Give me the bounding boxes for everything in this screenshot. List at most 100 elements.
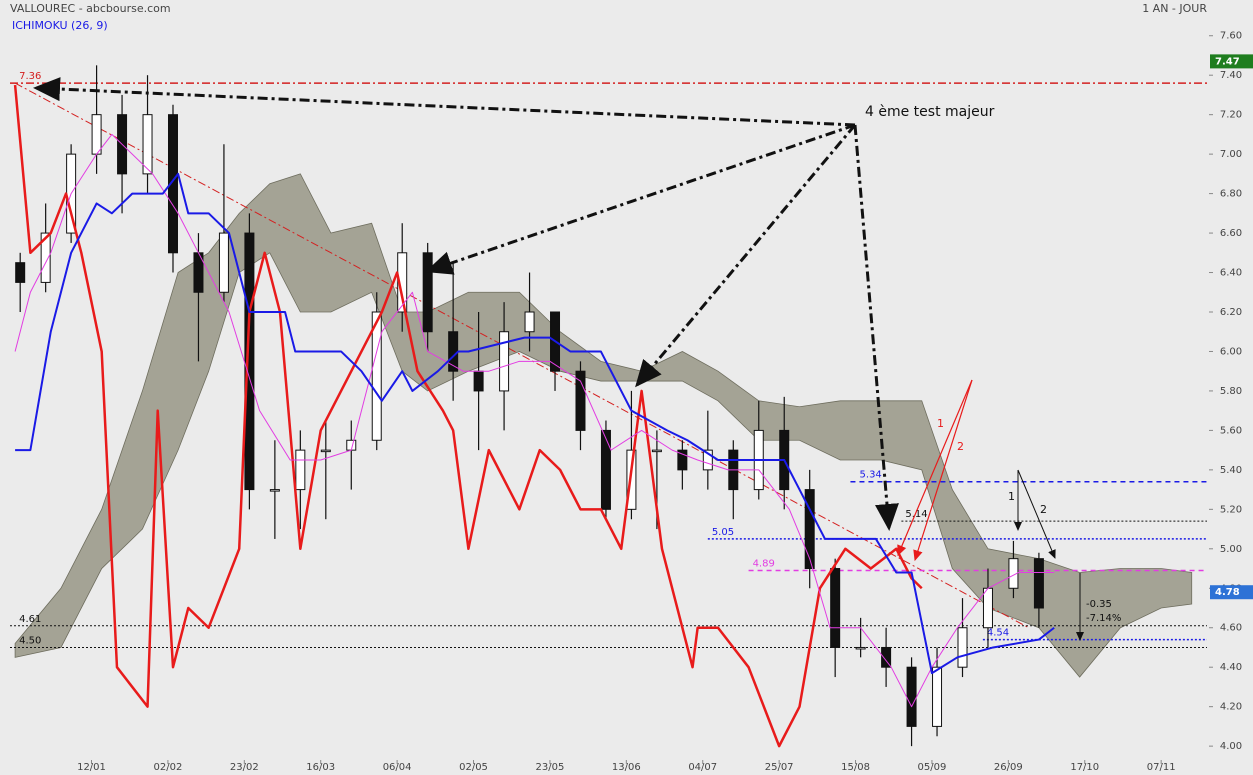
y-tick-label: 7.40	[1220, 70, 1242, 81]
arrow	[853, 124, 899, 531]
level-label: 4.50	[19, 635, 41, 646]
level-label: 5.14	[905, 509, 927, 520]
x-tick-label: 23/02	[230, 762, 259, 773]
line-kijun	[15, 172, 1055, 675]
level-label: 4.61	[19, 614, 41, 625]
level-label: 5.34	[860, 470, 882, 481]
candle-body	[91, 114, 102, 155]
candle-body	[269, 489, 280, 492]
x-tick-label: 02/05	[459, 762, 488, 773]
candle-body	[600, 429, 611, 510]
x-tick-label: 02/02	[153, 762, 182, 773]
y-tick-label: 5.20	[1220, 504, 1242, 515]
annotation: -0.35	[1086, 599, 1112, 610]
y-tick-label: 6.40	[1220, 268, 1242, 279]
candle-body	[40, 232, 51, 283]
x-tick-label: 16/03	[306, 762, 335, 773]
y-tick-label: 5.60	[1220, 425, 1242, 436]
candle-body	[524, 311, 535, 333]
candle-body	[218, 232, 229, 293]
candle-body	[830, 568, 841, 648]
candle-body	[702, 449, 713, 471]
candle-body	[320, 449, 331, 453]
arrow	[425, 123, 856, 275]
y-tick-label: 6.60	[1220, 228, 1242, 239]
candle-body	[906, 666, 917, 727]
annotation: 2	[1040, 503, 1047, 516]
candle-body	[244, 232, 255, 491]
period-label: 1 AN - JOUR	[1142, 2, 1207, 15]
candle-body	[932, 666, 943, 727]
chart-title: VALLOUREC - abcbourse.com	[10, 2, 171, 15]
x-tick-label: 05/09	[918, 762, 947, 773]
x-tick-label: 25/07	[765, 762, 794, 773]
x-tick-label: 12/01	[77, 762, 106, 773]
candle-body	[957, 627, 968, 668]
candle-body	[855, 646, 866, 650]
candle-body	[1033, 558, 1044, 609]
y-tick-label: 7.20	[1220, 110, 1242, 121]
line-tenkan	[14, 133, 1055, 708]
level-label: 4.89	[753, 559, 775, 570]
y-tick-label: 4.20	[1220, 702, 1242, 713]
candle-body	[499, 331, 510, 392]
candle-body	[142, 114, 153, 175]
arrow	[913, 379, 973, 562]
price-tag-label: 7.47	[1215, 56, 1240, 67]
x-tick-label: 07/11	[1147, 762, 1176, 773]
candle-body	[371, 311, 382, 441]
annotation: 1	[937, 417, 944, 430]
price-tag	[1210, 585, 1253, 600]
y-tick-label: 6.00	[1220, 346, 1242, 357]
x-tick-label: 23/05	[536, 762, 565, 773]
y-tick-label: 4.40	[1220, 662, 1242, 673]
annotation: 1	[1008, 490, 1015, 503]
y-tick-label: 4.00	[1220, 741, 1242, 752]
x-tick-label: 17/10	[1070, 762, 1099, 773]
candle-body	[575, 370, 586, 431]
candle-body	[295, 449, 306, 491]
candle-body	[397, 252, 408, 313]
x-tick-label: 06/04	[383, 762, 412, 773]
y-tick-label: 5.80	[1220, 386, 1242, 397]
indicator-label: ICHIMOKU (26, 9)	[12, 19, 108, 32]
candle-body	[167, 114, 178, 254]
level-label: 5.05	[712, 527, 734, 538]
plot-area: 4.004.204.404.604.805.005.205.405.605.80…	[10, 31, 1253, 773]
y-tick-label: 4.60	[1220, 623, 1242, 634]
line-chikou	[13, 84, 923, 748]
arrow	[897, 379, 973, 557]
y-tick-label: 5.40	[1220, 465, 1242, 476]
y-tick-label: 6.20	[1220, 307, 1242, 318]
annotation: -7.14%	[1086, 613, 1121, 624]
x-tick-label: 26/09	[994, 762, 1023, 773]
annotation: 4 ème test majeur	[865, 104, 995, 120]
candle-body	[626, 449, 637, 510]
x-tick-label: 04/07	[688, 762, 717, 773]
y-tick-label: 7.00	[1220, 149, 1242, 160]
candle-body	[677, 449, 688, 471]
arrow	[635, 124, 857, 388]
candle-body	[881, 646, 892, 668]
y-tick-label: 5.00	[1220, 544, 1242, 555]
x-tick-label: 15/08	[841, 762, 870, 773]
level-label: 7.36	[19, 71, 41, 82]
price-tag-label: 4.78	[1215, 587, 1240, 598]
x-tick-label: 13/06	[612, 762, 641, 773]
arrow	[1017, 469, 1056, 559]
y-tick-label: 7.60	[1220, 31, 1242, 42]
price-tag	[1210, 54, 1253, 69]
candle-body	[1008, 558, 1019, 589]
y-tick-label: 6.80	[1220, 189, 1242, 200]
level-label: 4.54	[987, 628, 1009, 639]
candle-body	[473, 370, 484, 392]
candle-body	[15, 262, 26, 283]
annotation: 2	[957, 440, 964, 453]
candle-body	[422, 252, 433, 333]
annotations	[33, 77, 1084, 641]
candle-body	[982, 587, 993, 629]
candle-body	[651, 449, 662, 453]
candle-body	[804, 489, 815, 570]
